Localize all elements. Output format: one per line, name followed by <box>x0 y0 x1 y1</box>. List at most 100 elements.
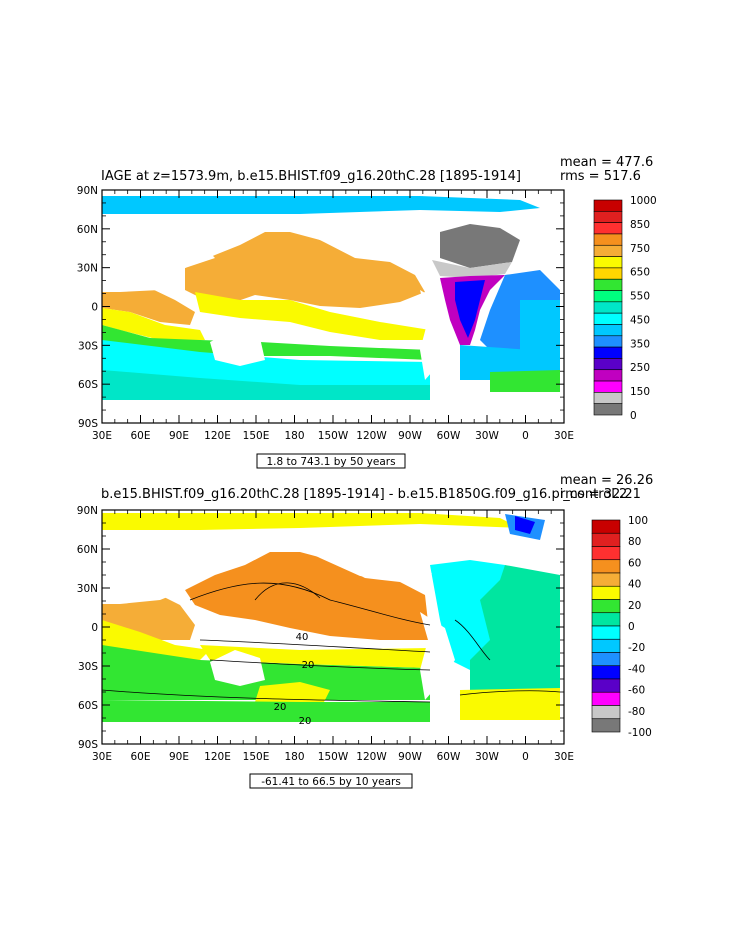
panel-2-contour-info: -61.41 to 66.5 by 10 years <box>261 776 401 788</box>
y-tick-label: 90S <box>78 418 98 430</box>
colorbar-swatch <box>591 532 621 547</box>
x-tick-label: 30W <box>475 430 499 442</box>
contour-label: 20 <box>274 702 287 713</box>
y-tick-label: 0 <box>91 302 98 314</box>
x-tick-label: 120W <box>356 430 387 442</box>
colorbar-swatch <box>591 559 621 574</box>
colorbar-swatch <box>593 380 623 393</box>
colorbar-swatch <box>591 612 621 627</box>
x-tick-label: 60E <box>131 430 151 442</box>
panel-2-x-axis: 30E 60E 90E 120E 150E 180 150W 120W 90W 60W 30W 0 30… <box>92 510 574 763</box>
colorbar-swatch <box>593 301 623 314</box>
colorbar-label: 60 <box>628 557 641 569</box>
colorbar-swatch <box>593 211 623 223</box>
colorbar-label: 350 <box>630 338 650 350</box>
colorbar-label: 1000 <box>630 195 657 207</box>
panel-1-rms: rms = 517.6 <box>560 169 641 184</box>
colorbar-swatch <box>593 369 623 382</box>
colorbar-swatch <box>591 625 621 640</box>
panel-1-y-axis: 90N 60N 30N 0 30S 60S 90S <box>77 185 564 430</box>
y-tick-label: 60N <box>77 544 98 556</box>
colorbar-swatch <box>593 222 623 235</box>
colorbar-swatch <box>591 718 621 733</box>
y-tick-label: 90N <box>77 505 98 517</box>
colorbar-swatch <box>591 585 621 600</box>
x-tick-label: 150E <box>243 430 270 442</box>
x-tick-label: 60E <box>131 751 151 763</box>
colorbar-label: 450 <box>630 314 650 326</box>
colorbar-swatch <box>593 290 623 303</box>
colorbar-label: -40 <box>628 663 645 675</box>
colorbar-label: 20 <box>628 600 641 612</box>
x-tick-label: 30E <box>92 430 112 442</box>
panel-1-x-axis: 30E 60E 90E 120E 150E 180 150W 120W 90W 60W 30W 0 30… <box>92 190 574 442</box>
y-tick-label: 60S <box>78 379 98 391</box>
colorbar-label: -80 <box>628 706 645 718</box>
y-tick-label: 90S <box>78 739 98 751</box>
colorbar-label: -100 <box>628 727 652 739</box>
colorbar-swatch <box>593 358 623 371</box>
x-tick-label: 90W <box>398 430 422 442</box>
x-tick-label: 90E <box>169 751 189 763</box>
panel-2-map <box>102 510 564 744</box>
x-tick-label: 120E <box>204 751 231 763</box>
colorbar-swatch <box>593 278 623 291</box>
y-tick-label: 30S <box>78 340 98 352</box>
colorbar-swatch <box>593 324 623 337</box>
contour-label: 40 <box>296 632 309 643</box>
panel-1-map <box>102 190 564 423</box>
colorbar-swatch <box>591 572 621 587</box>
colorbar-swatch <box>591 678 621 693</box>
colorbar-label: 40 <box>628 579 641 591</box>
panel-1: IAGE at z=1573.9m, b.e15.BHIST.f09_g16.2… <box>77 155 657 469</box>
panel-2-colorbar: 100 80 60 40 20 0 -20 -40 -60 -80 -100 <box>591 515 652 739</box>
panel-2-y-axis: 90N 60N 30N 0 30S 60S 90S <box>77 505 564 751</box>
colorbar-label: 850 <box>630 219 650 231</box>
x-tick-label: 30E <box>554 751 574 763</box>
panel-1-title: IAGE at z=1573.9m, b.e15.BHIST.f09_g16.2… <box>101 169 521 184</box>
colorbar-swatch <box>593 335 623 348</box>
y-tick-label: 30N <box>77 263 98 275</box>
colorbar-swatch <box>591 652 621 667</box>
colorbar-label: 650 <box>630 267 650 279</box>
panel-1-colorbar: 1000 850 750 650 550 450 350 250 150 0 <box>593 195 657 422</box>
x-tick-label: 0 <box>522 430 529 442</box>
colorbar-label: -60 <box>628 685 645 697</box>
colorbar-swatch <box>593 256 623 269</box>
colorbar-swatch <box>591 691 621 706</box>
colorbar-label: 150 <box>630 386 650 398</box>
colorbar-swatch <box>591 705 621 720</box>
y-tick-label: 0 <box>91 622 98 634</box>
colorbar-label: 100 <box>628 515 648 527</box>
x-tick-label: 180 <box>284 430 304 442</box>
contour-label: 20 <box>302 660 315 671</box>
colorbar-label: 750 <box>630 243 650 255</box>
colorbar-label: 550 <box>630 291 650 303</box>
x-tick-label: 150E <box>243 751 270 763</box>
x-tick-label: 30W <box>475 751 499 763</box>
y-tick-label: 60N <box>77 224 98 236</box>
colorbar-swatch <box>591 599 621 614</box>
panel-2-rms: rms = 32.21 <box>560 487 641 502</box>
x-tick-label: 30E <box>554 430 574 442</box>
colorbar-swatch <box>593 267 623 280</box>
colorbar-swatch <box>591 546 621 561</box>
colorbar-swatch <box>593 312 623 325</box>
x-tick-label: 30E <box>92 751 112 763</box>
panel-2-title: b.e15.BHIST.f09_g16.20thC.28 [1895-1914]… <box>101 487 627 502</box>
panel-1-mean: mean = 477.6 <box>560 155 653 170</box>
colorbar-swatch <box>591 638 621 653</box>
x-tick-label: 90W <box>398 751 422 763</box>
panel-1-contour-info: 1.8 to 743.1 by 50 years <box>266 456 395 468</box>
colorbar-swatch <box>593 244 623 257</box>
colorbar-swatch <box>591 519 621 534</box>
x-tick-label: 180 <box>284 751 304 763</box>
colorbar-swatch <box>593 392 623 404</box>
contour-label: 20 <box>299 716 312 727</box>
colorbar-swatch <box>593 403 623 416</box>
colorbar-swatch <box>593 199 623 212</box>
panel-1-contour-info-box <box>256 453 406 469</box>
colorbar-label: 250 <box>630 362 650 374</box>
y-tick-label: 60S <box>78 700 98 712</box>
